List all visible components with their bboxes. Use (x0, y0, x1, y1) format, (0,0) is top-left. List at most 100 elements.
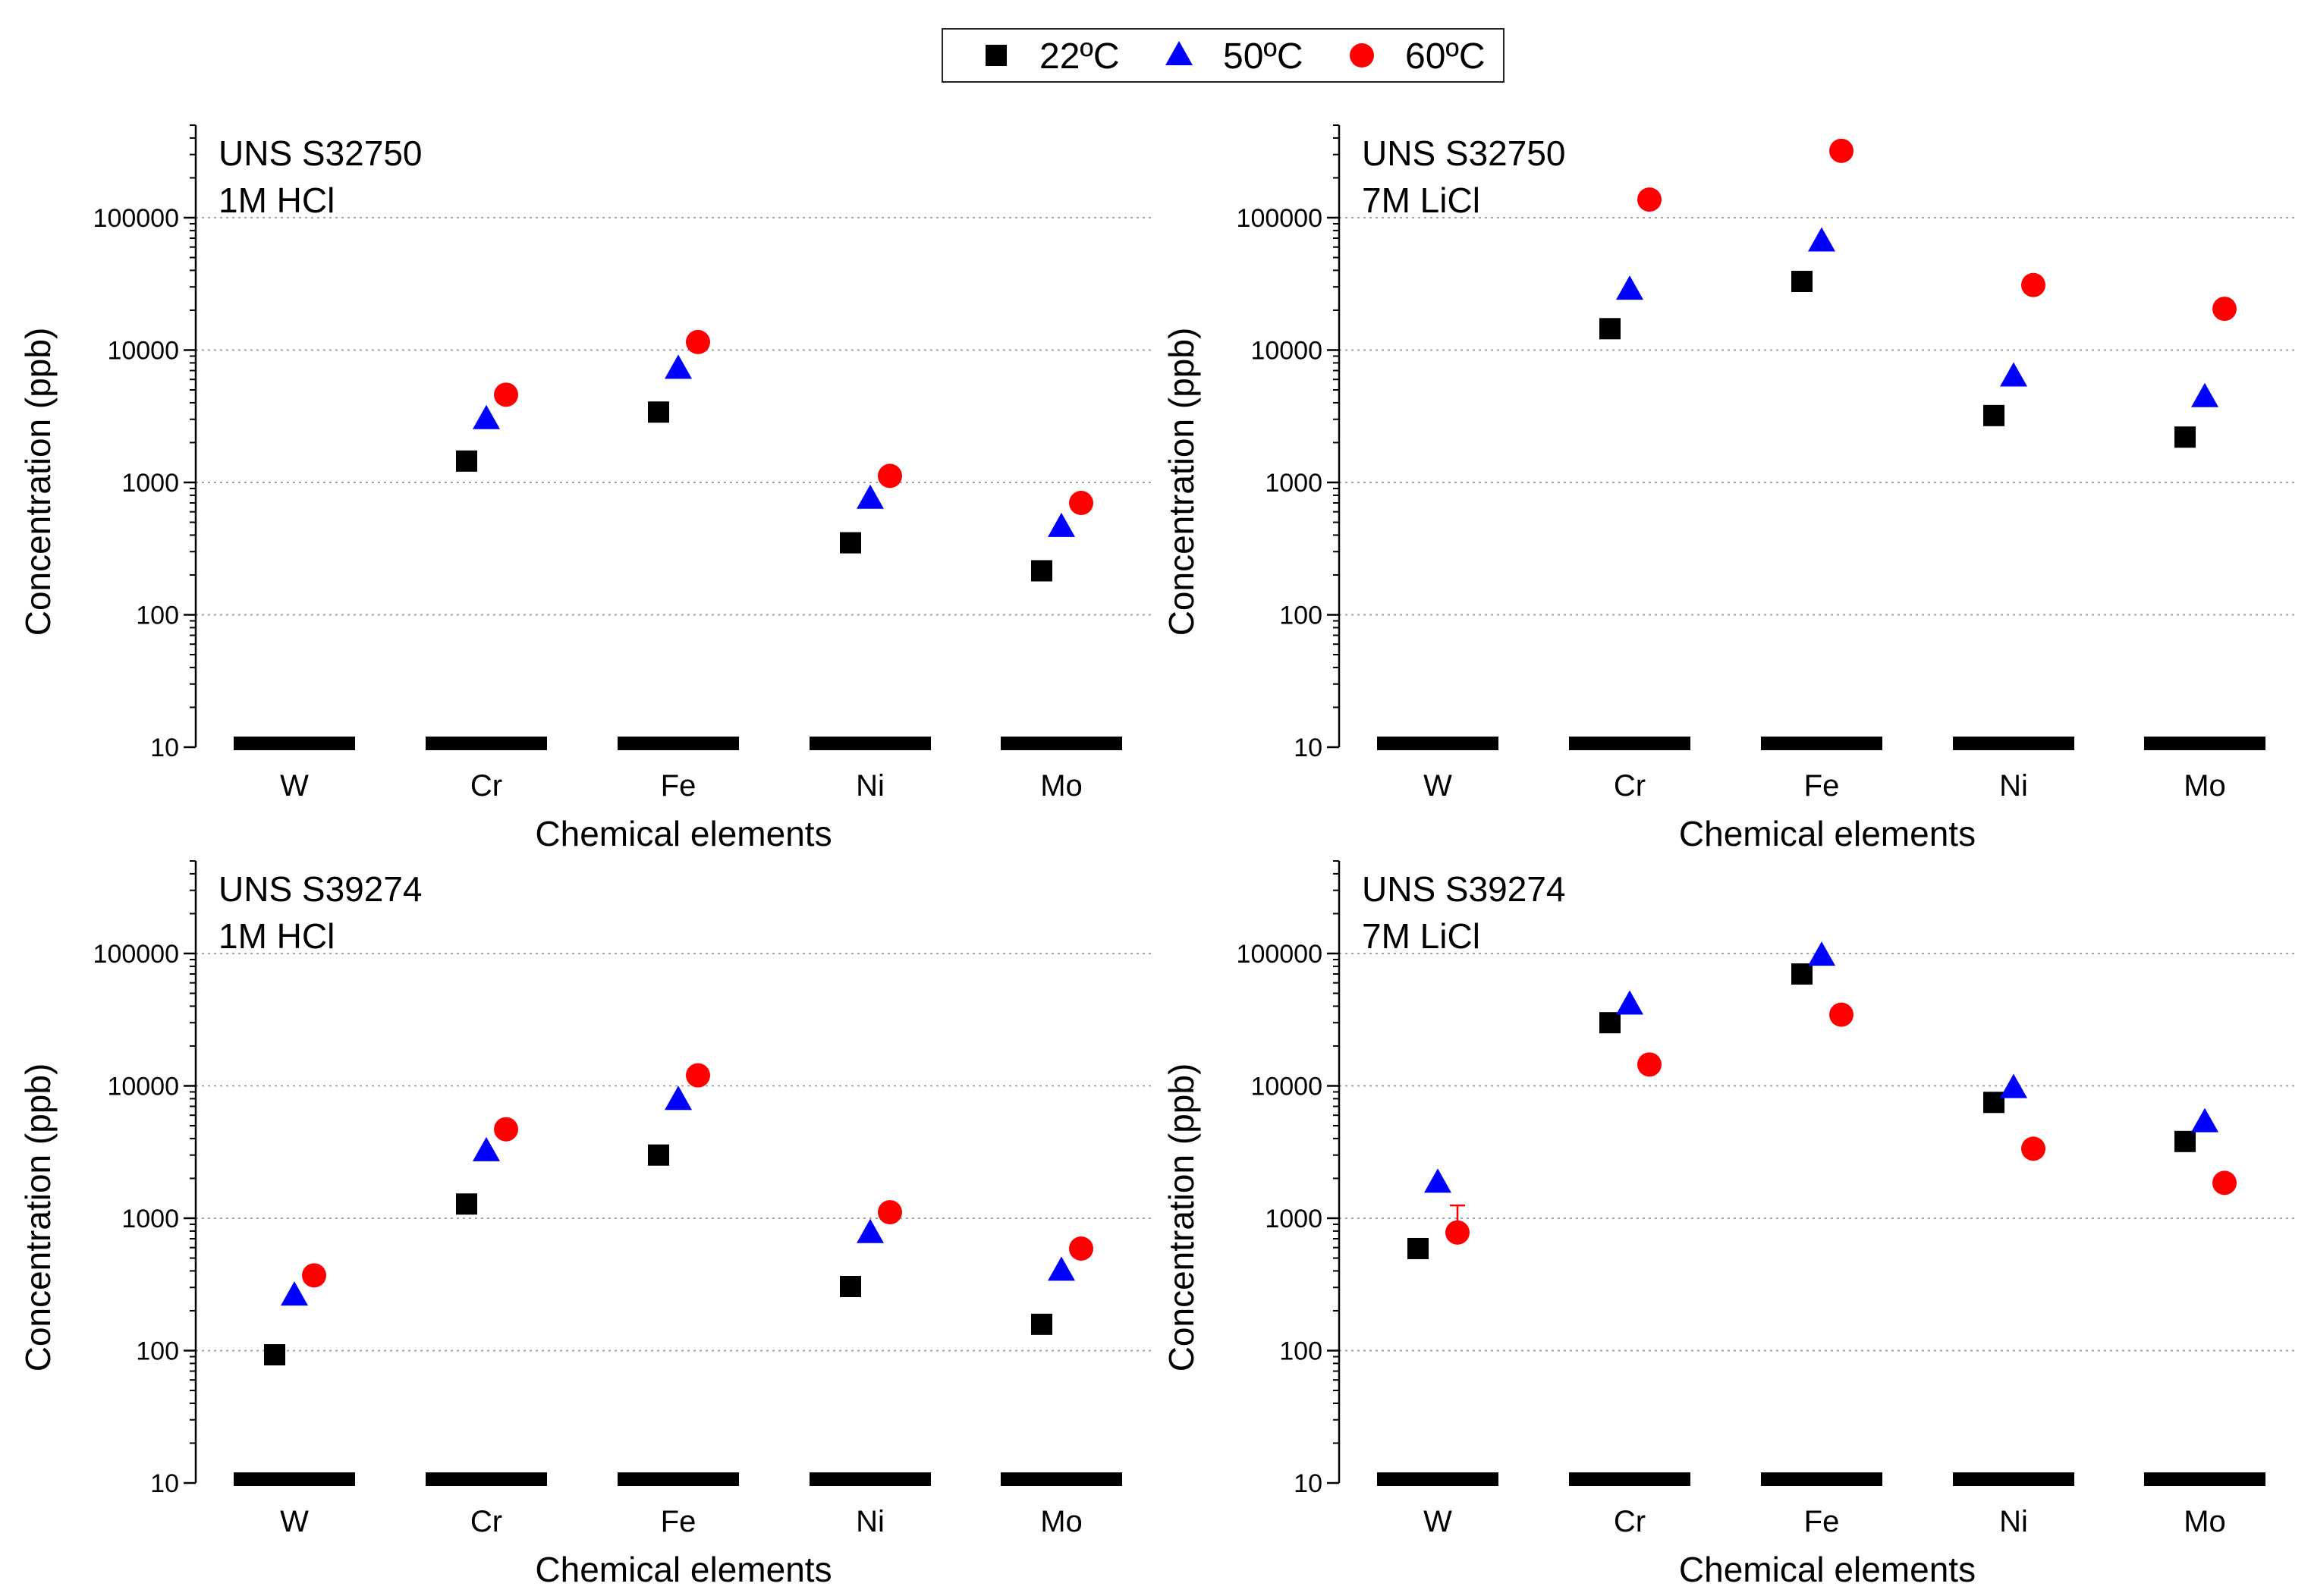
baseline-bar-ni (810, 1472, 931, 1486)
data-point-50C-mo (2191, 382, 2218, 407)
data-point-60C-cr (494, 1117, 518, 1142)
baseline-bar-ni (1953, 737, 2074, 750)
y-tick-label: 10 (150, 1469, 179, 1498)
baseline-bar-cr (1569, 1472, 1690, 1486)
panel-label: UNS S32750 (1362, 134, 1566, 173)
data-point-50C-ni (857, 1218, 884, 1243)
x-tick-label: Cr (470, 1505, 502, 1538)
data-point-60C-mo (2212, 297, 2237, 322)
panel-label: UNS S39274 (219, 869, 423, 909)
y-axis-title: Concentration (ppb) (18, 1063, 58, 1372)
panel-label: 7M LiCl (1362, 916, 1480, 956)
x-tick-label: Mo (2184, 1505, 2226, 1538)
data-point-22C-cr (456, 450, 477, 472)
chart-panel-1: 10 100 1000 10000 100000 W Cr Fe Ni Mo Chemical el… (18, 124, 1153, 853)
data-point-50C-cr (1616, 275, 1643, 300)
baseline-bar-fe (1761, 1472, 1882, 1486)
data-point-22C-mo (1031, 560, 1052, 582)
x-tick-label: Fe (661, 1505, 696, 1538)
data-point-22C-mo (2174, 426, 2196, 448)
y-axis-title: Concentration (ppb) (1162, 328, 1201, 636)
data-point-22C-ni (1983, 404, 2004, 426)
data-point-60C-mo (1069, 1236, 1093, 1261)
x-tick-label: Cr (470, 769, 502, 803)
y-tick-label: 100 (1279, 601, 1322, 630)
panel-label: UNS S39274 (1362, 869, 1566, 909)
x-tick-label: Fe (1804, 769, 1840, 803)
data-point-22C-fe (1791, 270, 1813, 292)
y-tick-label: 100000 (93, 940, 179, 969)
legend-label: 60ºC (1405, 36, 1486, 77)
data-point-50C-ni (2000, 362, 2027, 387)
data-point-22C-mo (1031, 1313, 1052, 1335)
data-point-50C-cr (473, 1136, 500, 1161)
data-point-50C-mo (2191, 1107, 2218, 1133)
data-point-60C-fe (686, 1063, 710, 1088)
x-tick-label: Fe (1804, 1505, 1840, 1538)
data-point-60C-fe (686, 329, 710, 354)
baseline-bar-w (234, 737, 355, 750)
y-tick-label: 10000 (1250, 1072, 1322, 1101)
y-tick-label: 10 (1294, 1469, 1322, 1498)
x-tick-label: Mo (2184, 769, 2226, 803)
baseline-bar-fe (618, 1472, 739, 1486)
baseline-bar-w (1377, 737, 1498, 750)
legend-label: 50ºC (1223, 36, 1303, 77)
y-tick-label: 100 (136, 1337, 179, 1365)
x-tick-label: W (280, 1505, 309, 1538)
panel-label: 1M HCl (219, 916, 335, 956)
data-point-22C-fe (648, 401, 669, 423)
data-point-22C-cr (1599, 1012, 1621, 1034)
y-tick-label: 100000 (1237, 204, 1322, 233)
y-tick-label: 100000 (93, 204, 179, 233)
legend: 22ºC 50ºC 60ºC (942, 28, 1505, 83)
legend-box (942, 28, 1505, 83)
data-point-22C-cr (456, 1193, 477, 1215)
data-point-22C-cr (1599, 318, 1621, 340)
baseline-bar-cr (426, 737, 547, 750)
data-point-22C-mo (2174, 1130, 2196, 1152)
data-point-60C-w (1445, 1220, 1470, 1245)
data-point-60C-ni (2021, 272, 2045, 297)
legend-label: 22ºC (1039, 36, 1120, 77)
chart-panel-2: 10 100 1000 10000 100000 W Cr Fe Ni Mo Chemical el… (1162, 124, 2297, 853)
y-tick-label: 100 (1279, 1337, 1322, 1365)
data-point-60C-fe (1829, 138, 1854, 163)
data-point-60C-ni (2021, 1136, 2045, 1161)
data-point-60C-ni (878, 1200, 902, 1225)
x-tick-label: Cr (1614, 1505, 1646, 1538)
data-point-50C-mo (1048, 512, 1075, 537)
y-tick-label: 1000 (121, 469, 179, 498)
x-tick-label: Ni (856, 769, 885, 803)
data-point-50C-w (281, 1281, 308, 1306)
panel-label: UNS S32750 (219, 134, 423, 173)
data-point-60C-mo (2212, 1170, 2237, 1195)
baseline-bar-cr (426, 1472, 547, 1486)
x-tick-label: Mo (1040, 769, 1083, 803)
data-point-60C-fe (1829, 1002, 1854, 1027)
baseline-bar-w (234, 1472, 355, 1486)
chart-panel-4: 10 100 1000 10000 100000 W Cr Fe Ni Mo Chemical el… (1162, 860, 2297, 1589)
x-axis-title: Chemical elements (1679, 814, 1976, 853)
baseline-bar-mo (2144, 737, 2265, 750)
x-tick-label: Mo (1040, 1505, 1083, 1538)
x-tick-label: Ni (1999, 1505, 2028, 1538)
data-point-50C-fe (1808, 227, 1835, 252)
y-tick-label: 1000 (121, 1205, 179, 1233)
x-tick-label: Ni (856, 1505, 885, 1538)
chart-panel-3: 10 100 1000 10000 100000 W Cr Fe Ni Mo Chemical el… (18, 860, 1153, 1589)
baseline-bar-fe (618, 737, 739, 750)
x-tick-label: W (280, 769, 309, 803)
panel-label: 1M HCl (219, 181, 335, 220)
x-axis-title: Chemical elements (535, 814, 832, 853)
y-tick-label: 10000 (107, 336, 179, 365)
x-tick-label: Cr (1614, 769, 1646, 803)
baseline-bar-mo (2144, 1472, 2265, 1486)
data-point-60C-cr (494, 382, 518, 407)
data-point-50C-fe (1808, 941, 1835, 966)
data-point-60C-cr (1637, 1052, 1662, 1077)
x-tick-label: Ni (1999, 769, 2028, 803)
baseline-bar-mo (1001, 737, 1122, 750)
data-point-50C-fe (665, 354, 692, 379)
